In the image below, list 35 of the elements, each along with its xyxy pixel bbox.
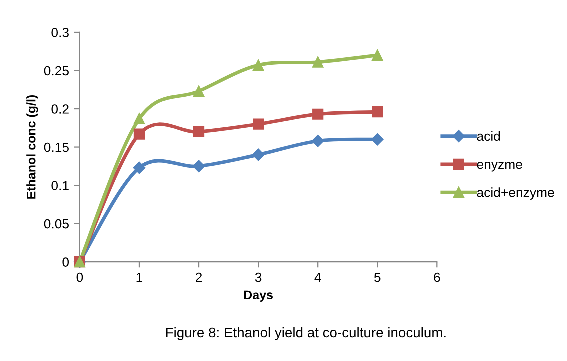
point xyxy=(133,162,146,174)
point xyxy=(193,86,205,97)
y-tick-label: 0.05 xyxy=(44,219,69,229)
point xyxy=(193,126,205,138)
x-tick-label: 3 xyxy=(255,272,262,282)
y-tick-label: 0.15 xyxy=(44,142,69,152)
x-axis-title: Days xyxy=(244,290,273,302)
legend-label: acid xyxy=(477,131,500,142)
point xyxy=(192,160,206,173)
point xyxy=(134,128,146,140)
point xyxy=(372,106,384,118)
x-tick-label: 5 xyxy=(374,272,381,282)
legend-label: enyzme xyxy=(477,162,522,172)
point xyxy=(252,60,264,71)
point xyxy=(252,148,265,162)
point xyxy=(372,134,384,146)
point xyxy=(312,135,324,148)
x-tick-label: 2 xyxy=(196,272,202,282)
point xyxy=(134,113,146,125)
legend-label: acid+enzyme xyxy=(477,188,554,200)
x-tick-label: 0 xyxy=(76,272,84,282)
y-tick-label: 0.25 xyxy=(44,66,69,76)
x-tick-label: 1 xyxy=(136,272,143,282)
point xyxy=(312,108,324,120)
y-axis-title: Ethanol conc (g/l) xyxy=(26,95,38,199)
x-tick-label: 4 xyxy=(314,272,322,282)
y-tick-label: 0 xyxy=(62,258,70,267)
x-tick-label: 6 xyxy=(434,272,440,282)
y-tick-label: 0.1 xyxy=(52,181,69,190)
y-tick-label: 0.3 xyxy=(52,28,69,38)
point xyxy=(252,118,264,130)
caption: Figure 8: Ethanol yield at co-culture inoculum. xyxy=(166,327,446,340)
point xyxy=(312,56,324,68)
y-tick-label: 0.2 xyxy=(52,104,69,114)
point xyxy=(372,50,384,62)
